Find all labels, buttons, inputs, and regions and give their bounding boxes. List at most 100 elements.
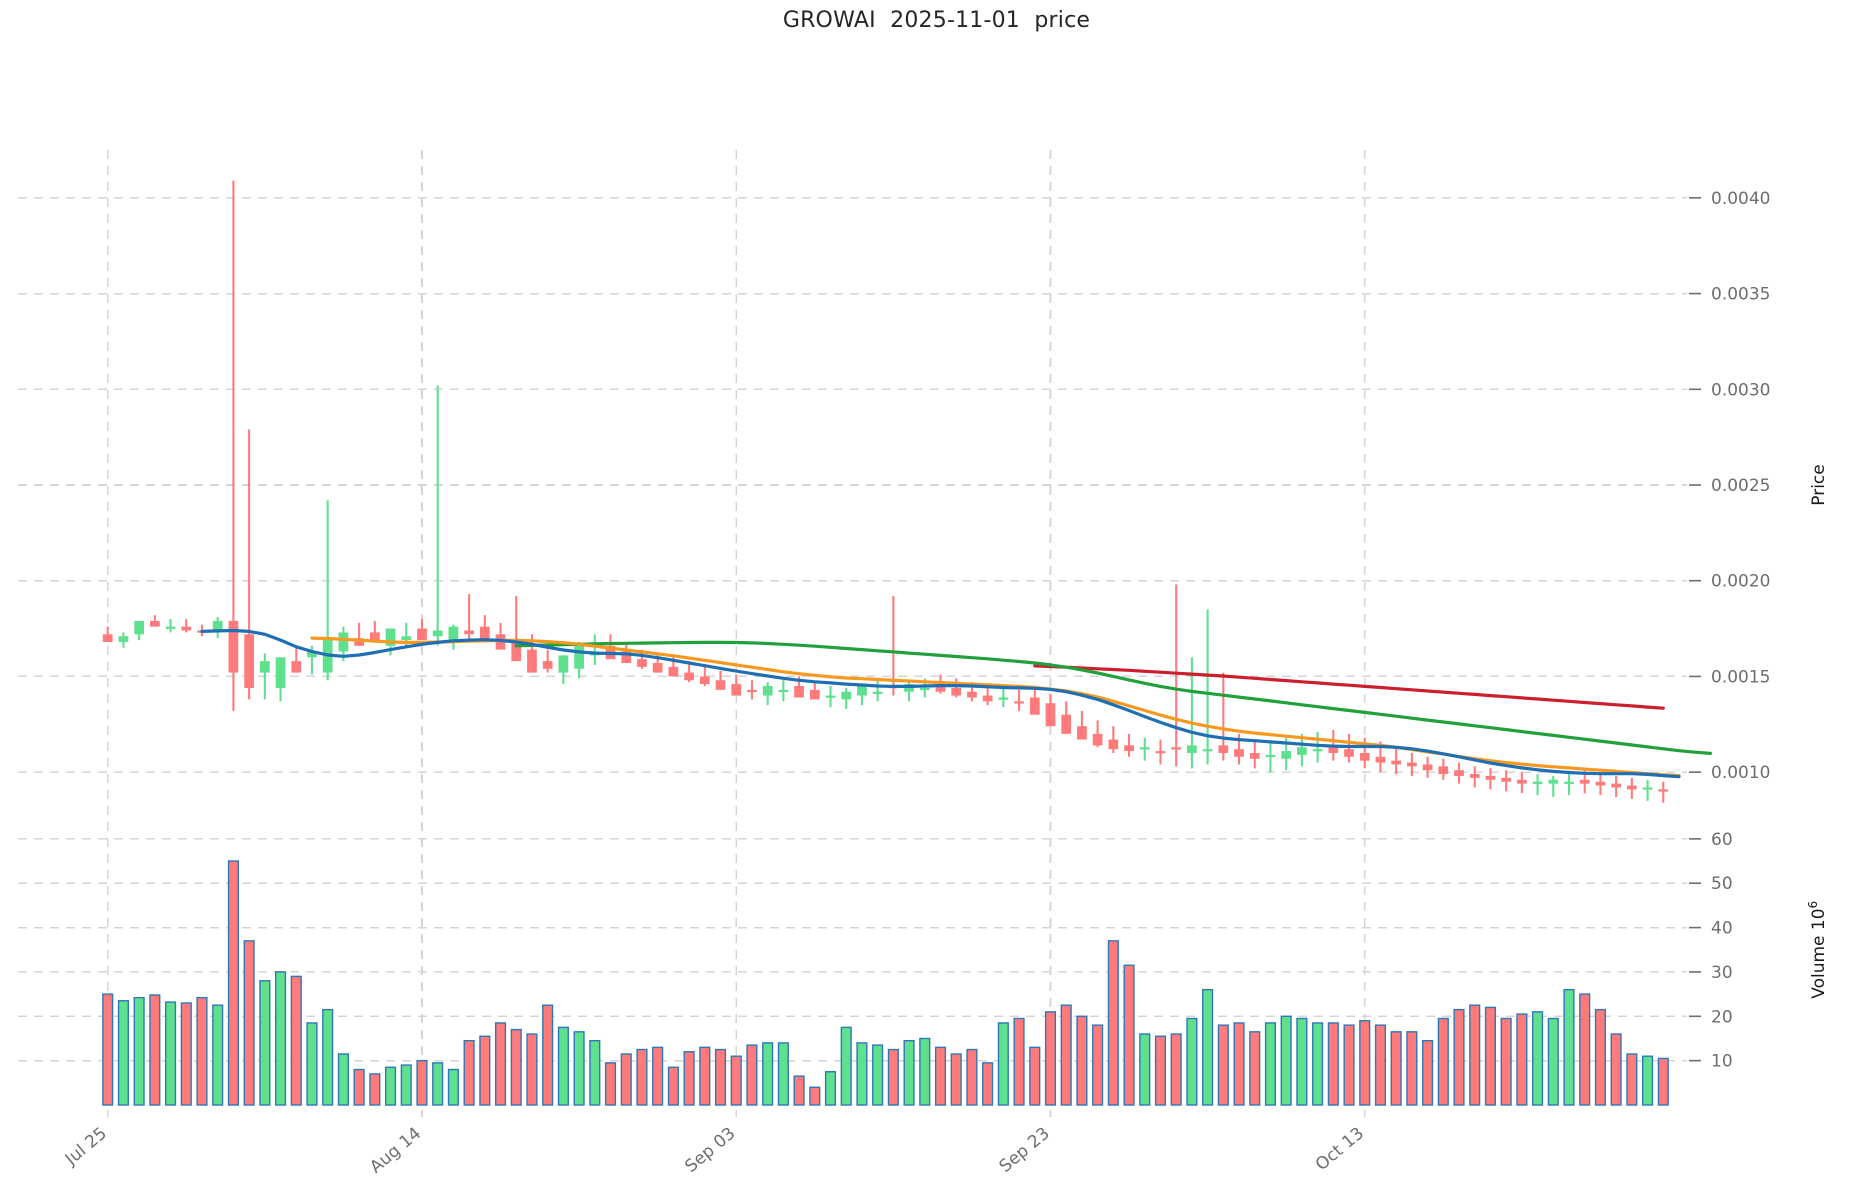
candle-body bbox=[542, 661, 553, 669]
volume-bar bbox=[1547, 1017, 1559, 1106]
candle-body bbox=[794, 686, 804, 698]
volume-tick-label: 20 bbox=[1711, 1007, 1733, 1027]
candle-body bbox=[1281, 751, 1292, 759]
volume-bar bbox=[463, 1039, 475, 1106]
candle-body bbox=[1642, 787, 1653, 790]
volume-bar bbox=[1233, 1022, 1245, 1106]
candle-body bbox=[102, 634, 113, 642]
volume-bar bbox=[1594, 1008, 1607, 1106]
candle-body bbox=[1029, 697, 1040, 715]
candle-body bbox=[1139, 747, 1150, 750]
volume-bar bbox=[1154, 1035, 1167, 1106]
candle-body bbox=[338, 632, 349, 652]
candle-body bbox=[574, 645, 584, 669]
ma-longest-line bbox=[1033, 664, 1665, 710]
volume-bar bbox=[1202, 988, 1214, 1106]
candle-body bbox=[1061, 714, 1072, 734]
volume-bar bbox=[322, 1008, 334, 1106]
price-tick-label: 0.0015 bbox=[1711, 667, 1770, 687]
date-tick-label: Sep 23 bbox=[996, 1124, 1054, 1177]
candle-body bbox=[275, 657, 286, 688]
candle-body bbox=[1485, 775, 1496, 780]
volume-bar bbox=[573, 1031, 585, 1106]
volume-bar bbox=[1139, 1033, 1151, 1106]
ma-long-line bbox=[514, 640, 1713, 756]
volume-bar bbox=[1060, 1004, 1072, 1106]
volume-bar bbox=[1217, 1024, 1229, 1106]
volume-bar bbox=[620, 1053, 632, 1106]
volume-bar bbox=[589, 1039, 601, 1106]
volume-bar bbox=[510, 1028, 522, 1106]
candle-body bbox=[762, 686, 773, 696]
date-tick-label: Jul 25 bbox=[61, 1124, 111, 1171]
volume-bar bbox=[1359, 1020, 1371, 1106]
candle-body bbox=[857, 686, 867, 696]
volume-bar bbox=[274, 971, 287, 1106]
volume-axis-title: Volume 106 bbox=[1806, 901, 1829, 999]
candle-body bbox=[401, 636, 412, 641]
candle-body bbox=[1202, 749, 1213, 752]
candle-body bbox=[1077, 726, 1087, 740]
ma-short-line bbox=[200, 628, 1681, 779]
volume-bar bbox=[180, 1002, 192, 1106]
volume-bar bbox=[793, 1075, 805, 1106]
volume-bar bbox=[1076, 1015, 1088, 1106]
candle-body bbox=[778, 689, 789, 693]
volume-bar bbox=[1437, 1017, 1449, 1106]
candle-body bbox=[259, 661, 270, 673]
volume-bar bbox=[557, 1026, 569, 1106]
volume-bar bbox=[652, 1046, 664, 1106]
volume-bar bbox=[1029, 1046, 1041, 1106]
volume-bar bbox=[479, 1035, 491, 1106]
price-tick-label: 0.0010 bbox=[1711, 763, 1770, 783]
candle-body bbox=[699, 676, 710, 685]
candle-body bbox=[417, 628, 427, 641]
volume-bar bbox=[1610, 1033, 1622, 1106]
volume-bar bbox=[966, 1048, 978, 1106]
candle-body bbox=[479, 626, 490, 642]
date-tick-label: Oct 13 bbox=[1312, 1124, 1368, 1176]
volume-bar bbox=[777, 1042, 789, 1106]
candle-body bbox=[527, 649, 537, 673]
candle-body bbox=[1328, 747, 1339, 753]
candle-body bbox=[967, 691, 977, 698]
volume-bar bbox=[934, 1046, 947, 1106]
volume-bar bbox=[1626, 1053, 1638, 1106]
volume-bar bbox=[447, 1068, 459, 1106]
candle-body bbox=[919, 687, 930, 691]
volume-tick-label: 30 bbox=[1711, 963, 1733, 983]
volume-bar bbox=[1484, 1006, 1497, 1106]
volume-bar bbox=[699, 1046, 711, 1106]
volume-bar bbox=[259, 980, 271, 1106]
gridlines bbox=[18, 150, 1687, 1117]
volume-bar bbox=[1563, 988, 1575, 1106]
volume-bar bbox=[950, 1053, 962, 1106]
candle-body bbox=[668, 666, 679, 677]
candle-body bbox=[307, 651, 317, 658]
volume-bar bbox=[1107, 940, 1119, 1106]
candle-body bbox=[1658, 789, 1669, 792]
candle-body bbox=[354, 638, 364, 646]
moving-average-lines bbox=[200, 628, 1713, 779]
candle-body bbox=[621, 651, 632, 664]
candle-body bbox=[1265, 754, 1276, 758]
candle-body bbox=[951, 687, 962, 696]
volume-bar bbox=[1092, 1024, 1104, 1106]
volume-bar bbox=[384, 1066, 397, 1106]
volume-bars bbox=[102, 860, 1669, 1106]
candlesticks bbox=[102, 180, 1669, 803]
volume-bar bbox=[1642, 1055, 1654, 1106]
candle-body bbox=[1108, 739, 1119, 750]
candle-body bbox=[558, 655, 569, 673]
candle-body bbox=[1171, 747, 1182, 750]
candle-body bbox=[1344, 749, 1354, 757]
volume-tick-label: 40 bbox=[1711, 919, 1733, 939]
volume-bar bbox=[1422, 1039, 1434, 1106]
candle-body bbox=[432, 630, 443, 637]
candle-body bbox=[1517, 779, 1527, 784]
candle-body bbox=[935, 684, 946, 692]
volume-bar bbox=[337, 1053, 349, 1106]
volume-bar bbox=[840, 1026, 852, 1106]
candle-body bbox=[998, 697, 1009, 700]
volume-bar bbox=[1516, 1013, 1528, 1106]
